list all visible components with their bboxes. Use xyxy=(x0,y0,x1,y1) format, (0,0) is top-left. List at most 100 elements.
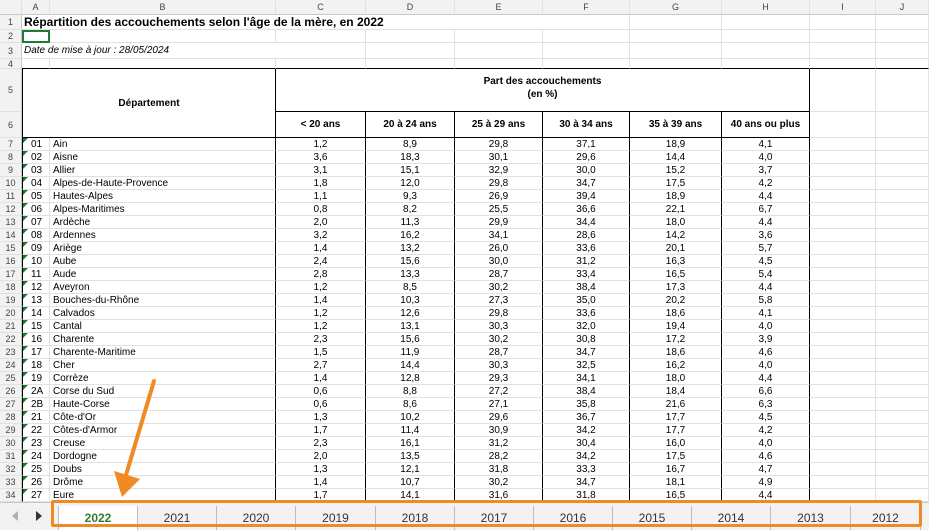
value-cell[interactable]: 19,4 xyxy=(630,320,722,333)
value-cell[interactable]: 33,3 xyxy=(543,463,630,476)
value-cell[interactable]: 16,3 xyxy=(630,255,722,268)
value-cell[interactable]: 34,4 xyxy=(543,216,630,229)
value-cell[interactable]: 26,0 xyxy=(455,242,543,255)
department-code[interactable]: 11 xyxy=(22,268,50,281)
cell[interactable] xyxy=(810,424,876,437)
value-cell[interactable]: 29,6 xyxy=(543,151,630,164)
cell[interactable] xyxy=(810,294,876,307)
value-cell[interactable]: 38,4 xyxy=(543,385,630,398)
department-name[interactable]: Calvados xyxy=(50,307,276,320)
cell[interactable] xyxy=(876,307,929,320)
row-header[interactable]: 20 xyxy=(0,307,22,320)
sheet-title[interactable]: Répartition des accouchements selon l'âg… xyxy=(22,15,622,30)
value-cell[interactable]: 14,4 xyxy=(630,151,722,164)
cell[interactable] xyxy=(876,398,929,411)
value-cell[interactable]: 6,7 xyxy=(722,203,810,216)
value-cell[interactable]: 31,2 xyxy=(543,255,630,268)
value-cell[interactable]: 13,5 xyxy=(366,450,455,463)
cell[interactable] xyxy=(630,43,722,59)
value-cell[interactable]: 2,3 xyxy=(276,437,366,450)
column-header-H[interactable]: H xyxy=(722,0,810,15)
row-header[interactable]: 21 xyxy=(0,320,22,333)
cell[interactable] xyxy=(876,255,929,268)
department-name[interactable]: Aveyron xyxy=(50,281,276,294)
cell[interactable] xyxy=(810,203,876,216)
cell[interactable] xyxy=(876,437,929,450)
cell[interactable] xyxy=(722,43,810,59)
department-name[interactable]: Creuse xyxy=(50,437,276,450)
value-cell[interactable]: 33,6 xyxy=(543,307,630,320)
department-name[interactable]: Ardennes xyxy=(50,229,276,242)
value-cell[interactable]: 16,7 xyxy=(630,463,722,476)
value-cell[interactable]: 30,4 xyxy=(543,437,630,450)
cell[interactable] xyxy=(810,307,876,320)
cell[interactable] xyxy=(876,43,929,59)
department-name[interactable]: Corrèze xyxy=(50,372,276,385)
value-cell[interactable]: 15,2 xyxy=(630,164,722,177)
department-name[interactable]: Hautes-Alpes xyxy=(50,190,276,203)
value-cell[interactable]: 34,1 xyxy=(455,229,543,242)
value-cell[interactable]: 6,3 xyxy=(722,398,810,411)
cell[interactable] xyxy=(810,476,876,489)
selected-cell[interactable] xyxy=(22,30,50,43)
department-code[interactable]: 04 xyxy=(22,177,50,190)
department-code[interactable]: 06 xyxy=(22,203,50,216)
scroll-left-icon[interactable] xyxy=(12,511,18,521)
value-cell[interactable]: 4,4 xyxy=(722,281,810,294)
value-cell[interactable]: 31,2 xyxy=(455,437,543,450)
value-cell[interactable]: 5,4 xyxy=(722,268,810,281)
cell[interactable] xyxy=(810,177,876,190)
value-cell[interactable]: 1,1 xyxy=(276,190,366,203)
department-code[interactable]: 22 xyxy=(22,424,50,437)
cell[interactable] xyxy=(810,15,876,30)
value-cell[interactable]: 3,6 xyxy=(276,151,366,164)
department-code[interactable]: 14 xyxy=(22,307,50,320)
cell[interactable] xyxy=(876,229,929,242)
department-code[interactable]: 21 xyxy=(22,411,50,424)
cell[interactable] xyxy=(810,281,876,294)
cell[interactable] xyxy=(810,112,876,138)
sheet-tab-2020[interactable]: 2020 xyxy=(217,506,296,530)
department-code[interactable]: 24 xyxy=(22,450,50,463)
header-age-group[interactable]: 35 à 39 ans xyxy=(630,112,722,138)
row-header[interactable]: 34 xyxy=(0,489,22,502)
row-header[interactable]: 3 xyxy=(0,43,22,59)
value-cell[interactable]: 16,5 xyxy=(630,268,722,281)
value-cell[interactable]: 10,2 xyxy=(366,411,455,424)
value-cell[interactable]: 2,4 xyxy=(276,255,366,268)
row-header[interactable]: 5 xyxy=(0,69,22,112)
value-cell[interactable]: 20,2 xyxy=(630,294,722,307)
value-cell[interactable]: 3,2 xyxy=(276,229,366,242)
cell[interactable] xyxy=(810,229,876,242)
value-cell[interactable]: 4,6 xyxy=(722,450,810,463)
cell[interactable] xyxy=(810,216,876,229)
cell[interactable] xyxy=(876,281,929,294)
cell[interactable] xyxy=(810,346,876,359)
value-cell[interactable]: 1,2 xyxy=(276,307,366,320)
value-cell[interactable]: 11,9 xyxy=(366,346,455,359)
cell[interactable] xyxy=(543,15,630,30)
cell[interactable] xyxy=(810,242,876,255)
value-cell[interactable]: 18,6 xyxy=(630,307,722,320)
value-cell[interactable]: 17,5 xyxy=(630,177,722,190)
cell[interactable] xyxy=(366,43,455,59)
cell[interactable] xyxy=(455,30,543,43)
value-cell[interactable]: 29,8 xyxy=(455,177,543,190)
spreadsheet-grid[interactable]: A B C D E F G H I J 1 Répartition des accouchements… xyxy=(0,0,929,502)
value-cell[interactable]: 34,7 xyxy=(543,476,630,489)
value-cell[interactable]: 15,1 xyxy=(366,164,455,177)
cell[interactable] xyxy=(810,268,876,281)
sheet-tab-2021[interactable]: 2021 xyxy=(138,506,217,530)
value-cell[interactable]: 8,6 xyxy=(366,398,455,411)
value-cell[interactable]: 3,9 xyxy=(722,333,810,346)
value-cell[interactable]: 36,6 xyxy=(543,203,630,216)
department-name[interactable]: Cher xyxy=(50,359,276,372)
department-name[interactable]: Ardèche xyxy=(50,216,276,229)
value-cell[interactable]: 4,9 xyxy=(722,476,810,489)
department-code[interactable]: 18 xyxy=(22,359,50,372)
sheet-tab-2017[interactable]: 2017 xyxy=(455,506,534,530)
row-header[interactable]: 1 xyxy=(0,15,22,30)
sheet-tab-2014[interactable]: 2014 xyxy=(692,506,771,530)
department-code[interactable]: 26 xyxy=(22,476,50,489)
value-cell[interactable]: 4,4 xyxy=(722,216,810,229)
